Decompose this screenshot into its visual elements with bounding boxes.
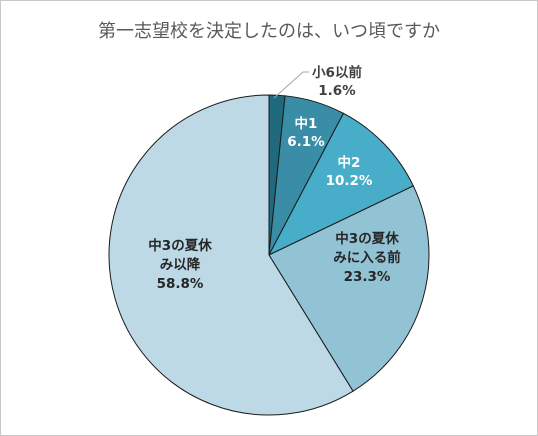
chart-title: 第一志望校を決定したのは、いつ頃ですか [98, 21, 440, 42]
slice-label: 小6以前 1.6% [312, 64, 362, 99]
pie-slice [108, 94, 354, 416]
slice-label: 中3の夏休みに入る前 23.3% [333, 230, 401, 285]
pie-slice [268, 185, 430, 392]
slice-label: 中3の夏休み以降 58.8% [148, 237, 212, 292]
leader-line [273, 71, 309, 99]
slice-label: 中1 6.1% [287, 115, 325, 150]
slice-label: 中2 10.2% [326, 154, 373, 189]
pie-slice [267, 112, 415, 257]
